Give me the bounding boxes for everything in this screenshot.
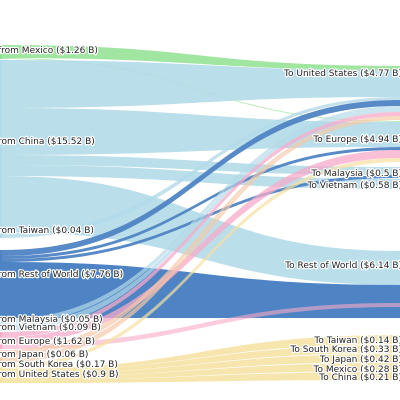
target-label-row: To Rest of World ($6.14 B) [284, 261, 400, 271]
source-node-southkorea [0, 357, 2, 363]
source-node-vietnam [0, 325, 2, 331]
link-taiwan-to-us [2, 97, 400, 238]
link-southkorea-to-us [2, 118, 400, 363]
link-europe-to-europe [2, 150, 400, 344]
link-us-to-southkorea [2, 345, 400, 374]
source-label-china: rom China ($15.52 B) [0, 137, 95, 147]
source-node-row [0, 250, 2, 318]
nodes-layer [0, 45, 2, 383]
link-row-to-us [2, 100, 400, 256]
target-label-southkorea: To South Korea ($0.33 B) [289, 345, 400, 355]
source-label-us: rom United States ($0.9 B) [0, 370, 119, 380]
link-us-to-taiwan [2, 335, 400, 371]
source-label-southkorea: rom South Korea ($0.17 B) [0, 360, 118, 370]
links-layer [2, 45, 400, 383]
link-china-to-row [2, 176, 400, 285]
link-china-to-europe [2, 108, 400, 155]
source-node-taiwan [0, 233, 2, 238]
link-us-to-mexico [2, 363, 400, 380]
source-node-malaysia [0, 319, 2, 324]
link-vietnam-to-us [2, 109, 400, 331]
link-china-to-us [2, 60, 400, 108]
target-label-europe: To Europe ($4.94 B) [312, 135, 400, 145]
source-node-china [0, 60, 2, 232]
source-label-row: rom Rest of World ($7.76 B) [0, 270, 123, 280]
source-node-japan [0, 350, 2, 356]
target-label-vietnam: To Vietnam ($0.58 B) [306, 181, 400, 191]
source-node-us [0, 365, 2, 383]
link-malaysia-to-us [2, 106, 400, 324]
target-label-mexico: To Mexico ($0.28 B) [313, 365, 400, 375]
source-node-mexico [0, 45, 2, 59]
target-label-us: To United States ($4.77 B) [283, 69, 400, 79]
link-row-to-europe [2, 147, 400, 259]
source-label-mexico: from Mexico ($1.26 B) [0, 46, 98, 56]
source-node-europe [0, 332, 2, 349]
link-mexico-to-us [2, 45, 400, 70]
link-japan-to-us [2, 116, 400, 356]
source-label-taiwan: rom Taiwan ($0.04 B) [0, 226, 94, 236]
target-label-taiwan: To Taiwan ($0.14 B) [313, 336, 400, 346]
target-label-china: To China ($0.21 B) [318, 373, 400, 383]
link-europe-to-row [2, 303, 400, 349]
target-label-malaysia: To Malaysia ($0.5 B) [310, 169, 400, 179]
source-label-vietnam: rom Vietnam ($0.09 B) [0, 323, 101, 333]
target-label-japan: To Japan ($0.42 B) [319, 355, 400, 365]
link-europe-to-us [2, 112, 400, 337]
source-label-japan: rom Japan ($0.06 B) [0, 350, 88, 360]
link-us-to-japan [2, 354, 400, 377]
link-us-to-china [2, 372, 400, 383]
link-us-to-europe [2, 158, 400, 369]
source-label-malaysia: rom Malaysia ($0.05 B) [0, 315, 103, 325]
source-label-europe: rom Europe ($1.62 B) [0, 337, 95, 347]
labels-layer: from Mexico ($1.26 B) rom China ($15.52 B… [0, 45, 400, 384]
